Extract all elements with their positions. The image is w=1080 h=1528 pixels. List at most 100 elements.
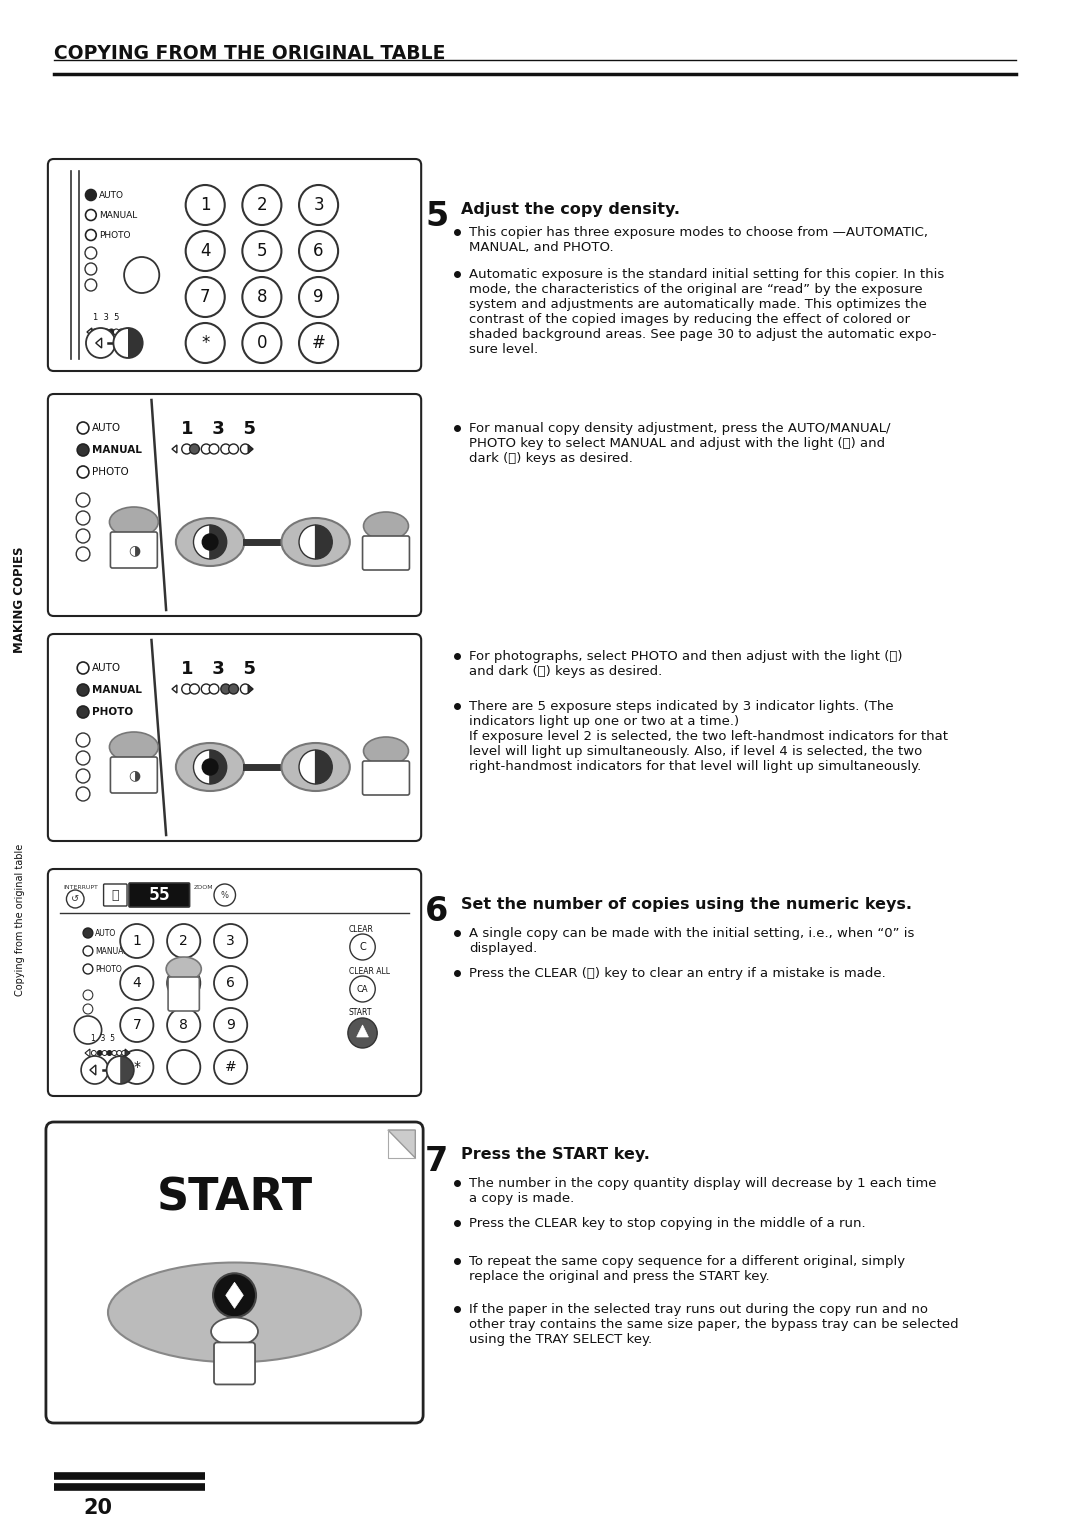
Ellipse shape [190,685,200,694]
Text: 4: 4 [200,241,211,260]
Circle shape [75,1016,102,1044]
Polygon shape [129,329,133,336]
Text: COPYING FROM THE ORIGINAL TABLE: COPYING FROM THE ORIGINAL TABLE [54,44,445,63]
Text: ↺: ↺ [71,894,79,905]
Text: MANUAL: MANUAL [95,946,127,955]
Circle shape [120,1008,153,1042]
Text: CLEAR ALL: CLEAR ALL [349,967,390,976]
Circle shape [124,257,159,293]
Text: PHOTO: PHOTO [98,231,131,240]
Text: START: START [349,1008,373,1018]
Circle shape [77,445,89,455]
Circle shape [77,685,89,695]
FancyBboxPatch shape [214,1343,255,1384]
Text: 1   3   5: 1 3 5 [180,420,256,439]
Ellipse shape [282,743,350,792]
Circle shape [85,229,96,240]
Circle shape [83,927,93,938]
Wedge shape [299,526,315,559]
Circle shape [299,185,338,225]
Circle shape [122,1051,126,1056]
Text: ◑: ◑ [127,769,140,782]
Ellipse shape [166,957,201,981]
Text: The number in the copy quantity display will decrease by 1 each time
a copy is m: The number in the copy quantity display … [469,1177,936,1206]
Ellipse shape [241,445,251,454]
Text: START: START [157,1177,312,1219]
Text: Press the CLEAR (ⓒ) key to clear an entry if a mistake is made.: Press the CLEAR (ⓒ) key to clear an entr… [469,967,886,979]
FancyBboxPatch shape [129,883,190,908]
Ellipse shape [220,445,231,454]
Ellipse shape [201,685,211,694]
Circle shape [85,209,96,220]
Polygon shape [248,445,253,452]
Ellipse shape [181,685,191,694]
Circle shape [214,1008,247,1042]
Text: 7: 7 [133,1018,141,1031]
Circle shape [85,248,97,260]
Circle shape [77,510,90,526]
Text: If the paper in the selected tray runs out during the copy run and no
other tray: If the paper in the selected tray runs o… [469,1303,959,1346]
Circle shape [299,231,338,270]
Wedge shape [108,1057,120,1083]
Text: For photographs, select PHOTO and then adjust with the light (ⓐ)
and dark (ⓑ) ke: For photographs, select PHOTO and then a… [469,649,903,678]
Wedge shape [193,526,211,559]
Wedge shape [211,526,227,559]
Ellipse shape [229,685,239,694]
Text: Adjust the copy density.: Adjust the copy density. [461,202,680,217]
Circle shape [77,733,90,747]
Text: AUTO: AUTO [98,191,124,200]
Circle shape [77,494,90,507]
Text: Press the START key.: Press the START key. [461,1148,650,1161]
Text: For manual copy density adjustment, press the AUTO/MANUAL/
PHOTO key to select M: For manual copy density adjustment, pres… [469,422,891,465]
Text: 1   3   5: 1 3 5 [180,660,256,678]
Ellipse shape [210,685,219,694]
Ellipse shape [220,685,231,694]
Circle shape [83,990,93,999]
Wedge shape [315,750,333,784]
Circle shape [213,1273,256,1317]
Text: 7: 7 [200,287,211,306]
Polygon shape [356,1025,368,1038]
Circle shape [242,185,282,225]
Text: 5: 5 [257,241,267,260]
Text: 2: 2 [257,196,267,214]
Polygon shape [172,685,177,694]
Text: This copier has three exposure modes to choose from —AUTOMATIC,
MANUAL, and PHOT: This copier has three exposure modes to … [469,226,928,254]
FancyBboxPatch shape [110,532,158,568]
Circle shape [83,946,93,957]
Circle shape [186,231,225,270]
Circle shape [107,1056,134,1083]
Text: C: C [360,941,366,952]
Circle shape [242,231,282,270]
Ellipse shape [201,445,211,454]
Circle shape [186,322,225,364]
Text: Copying from the original table: Copying from the original table [14,843,25,996]
Text: ZOOM: ZOOM [193,885,213,889]
Circle shape [242,277,282,316]
Polygon shape [90,1065,96,1076]
Text: MANUAL: MANUAL [92,445,141,455]
Wedge shape [211,750,227,784]
Circle shape [77,750,90,766]
Circle shape [77,769,90,782]
Ellipse shape [109,507,159,536]
Text: 20: 20 [83,1497,112,1517]
Text: 55: 55 [148,886,171,905]
Ellipse shape [176,518,244,565]
Text: CA: CA [356,984,368,993]
Circle shape [299,277,338,316]
Text: AUTO: AUTO [92,423,121,432]
Ellipse shape [108,1262,361,1363]
Ellipse shape [176,743,244,792]
Text: PHOTO: PHOTO [95,964,122,973]
Text: 9: 9 [313,287,324,306]
Circle shape [214,966,247,999]
Circle shape [77,422,89,434]
Text: 8: 8 [257,287,267,306]
Text: ⎙: ⎙ [111,888,119,902]
Circle shape [108,329,114,335]
Text: 1  3  5: 1 3 5 [91,1034,114,1044]
Circle shape [97,1051,103,1056]
Text: 4: 4 [133,976,141,990]
Text: MANUAL: MANUAL [98,211,137,220]
